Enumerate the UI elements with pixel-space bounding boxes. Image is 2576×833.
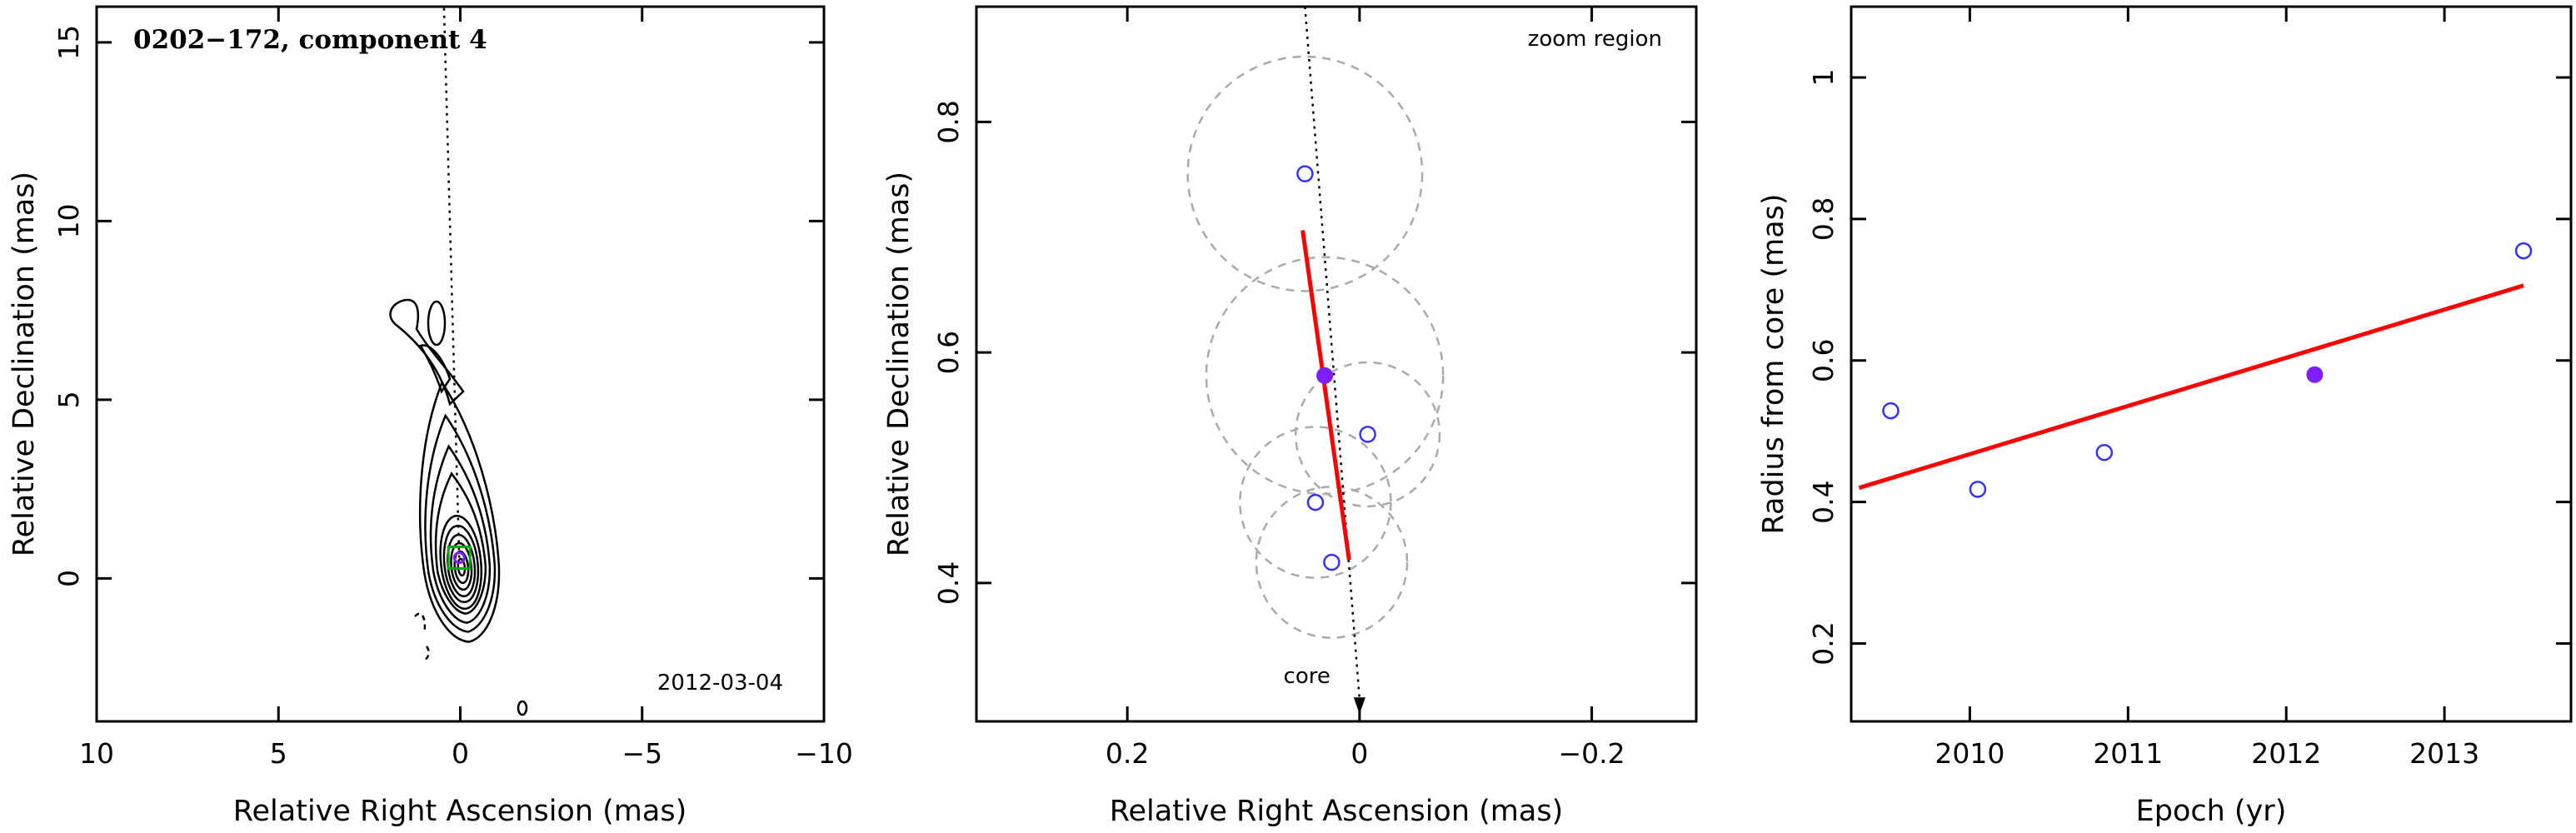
panel3-ylabel: Radius from core (mas)	[1757, 193, 1790, 534]
position-fit-line	[1300, 230, 1351, 561]
radius-point	[1882, 402, 1900, 420]
x-tick-label: −0.2	[1559, 737, 1625, 770]
contour-level-4	[434, 471, 487, 615]
position-point	[1359, 426, 1376, 443]
contour-map	[389, 298, 528, 716]
component-marker	[452, 551, 466, 565]
position-point	[1296, 165, 1314, 182]
core-label: core	[1284, 664, 1330, 689]
uncertainty-circle	[1294, 361, 1441, 508]
noise-contour	[517, 700, 528, 716]
radius-fit-line	[1858, 283, 2524, 491]
y-tick-label: 1	[1807, 68, 1840, 86]
contour-extension-inner	[419, 344, 452, 394]
uncertainty-circle	[1205, 256, 1445, 496]
y-tick-label: 0.8	[932, 100, 965, 143]
radius-point-highlight	[2306, 366, 2324, 383]
panel-contour-map: 10 5 0 −5 −10 0 5 10 15 0202−172, component 4 20…	[7, 5, 853, 828]
y-tick-label: 0	[52, 570, 85, 587]
x-tick-label: −10	[795, 737, 853, 770]
x-tick-label: 2010	[1934, 737, 2004, 770]
panel1-frame	[95, 5, 826, 723]
y-tick-label: 0.4	[1807, 480, 1840, 523]
x-tick-label: −5	[622, 737, 662, 770]
y-tick-label: 5	[52, 391, 85, 408]
x-tick-label: 0	[1350, 737, 1368, 770]
jet-direction-line	[442, 6, 461, 558]
radius-markers	[1882, 242, 2533, 498]
contour-outer-extension	[389, 298, 465, 407]
position-point-highlight	[1316, 367, 1334, 384]
panel3-xlabel: Epoch (yr)	[2136, 795, 2287, 828]
panel1-title: 0202−172, component 4	[133, 25, 487, 55]
uncertainty-circle	[1186, 55, 1424, 292]
panel-radius-vs-epoch: 2010 2011 2012 2013 0.2 0.4 0.6 0.8 1 Epoch (yr)…	[1757, 5, 2573, 828]
contour-level-6	[442, 524, 480, 604]
negative-contour	[414, 612, 427, 634]
radius-point	[1969, 481, 1987, 498]
core-direction-line	[1304, 6, 1361, 700]
core-arrowhead	[1353, 697, 1365, 715]
negative-contour-2	[422, 646, 430, 661]
uncertainty-circles	[1186, 55, 1445, 639]
y-tick-label: 0.6	[1807, 339, 1840, 382]
contour-level-5	[439, 514, 483, 610]
zoom-region-label: zoom region	[1528, 27, 1662, 52]
panel3-frame	[1850, 5, 2573, 723]
x-tick-label: 5	[270, 737, 287, 770]
y-tick-label: 10	[52, 203, 85, 238]
contour-island	[427, 300, 447, 347]
y-tick-label: 0.2	[1807, 621, 1840, 665]
panel2-xlabel: Relative Right Ascension (mas)	[1110, 795, 1563, 828]
panel2-ylabel: Relative Declination (mas)	[882, 172, 916, 556]
contour-level-3	[429, 444, 492, 624]
position-markers	[1296, 165, 1376, 571]
position-point	[1306, 493, 1325, 511]
panel1-xlabel: Relative Right Ascension (mas)	[233, 795, 686, 828]
x-tick-label: 0	[452, 737, 469, 770]
radius-point	[2514, 242, 2533, 260]
x-tick-label: 2012	[2251, 737, 2321, 770]
y-tick-label: 0.8	[1807, 197, 1840, 241]
y-tick-label: 0.6	[932, 331, 965, 374]
panel1-ylabel: Relative Declination (mas)	[7, 172, 41, 556]
contour-level-2	[424, 413, 497, 633]
epoch-annotation: 2012-03-04	[657, 671, 783, 696]
position-point	[1323, 553, 1340, 571]
panel-zoom-region: 0.2 0 −0.2 0.4 0.6 0.8 zoom region core Relat…	[882, 5, 1698, 828]
y-tick-label: 15	[52, 25, 85, 60]
contour-level-1	[418, 380, 501, 643]
x-tick-label: 2011	[2093, 737, 2163, 770]
y-tick-label: 0.4	[932, 561, 965, 605]
panel2-frame	[975, 5, 1698, 723]
component-box	[447, 546, 472, 571]
x-tick-label: 0.2	[1106, 737, 1149, 770]
uncertainty-circle	[1239, 426, 1392, 579]
uncertainty-circle	[1255, 486, 1409, 639]
x-tick-label: 10	[79, 737, 114, 770]
x-tick-label: 2013	[2409, 737, 2479, 770]
radius-point	[2095, 443, 2114, 461]
